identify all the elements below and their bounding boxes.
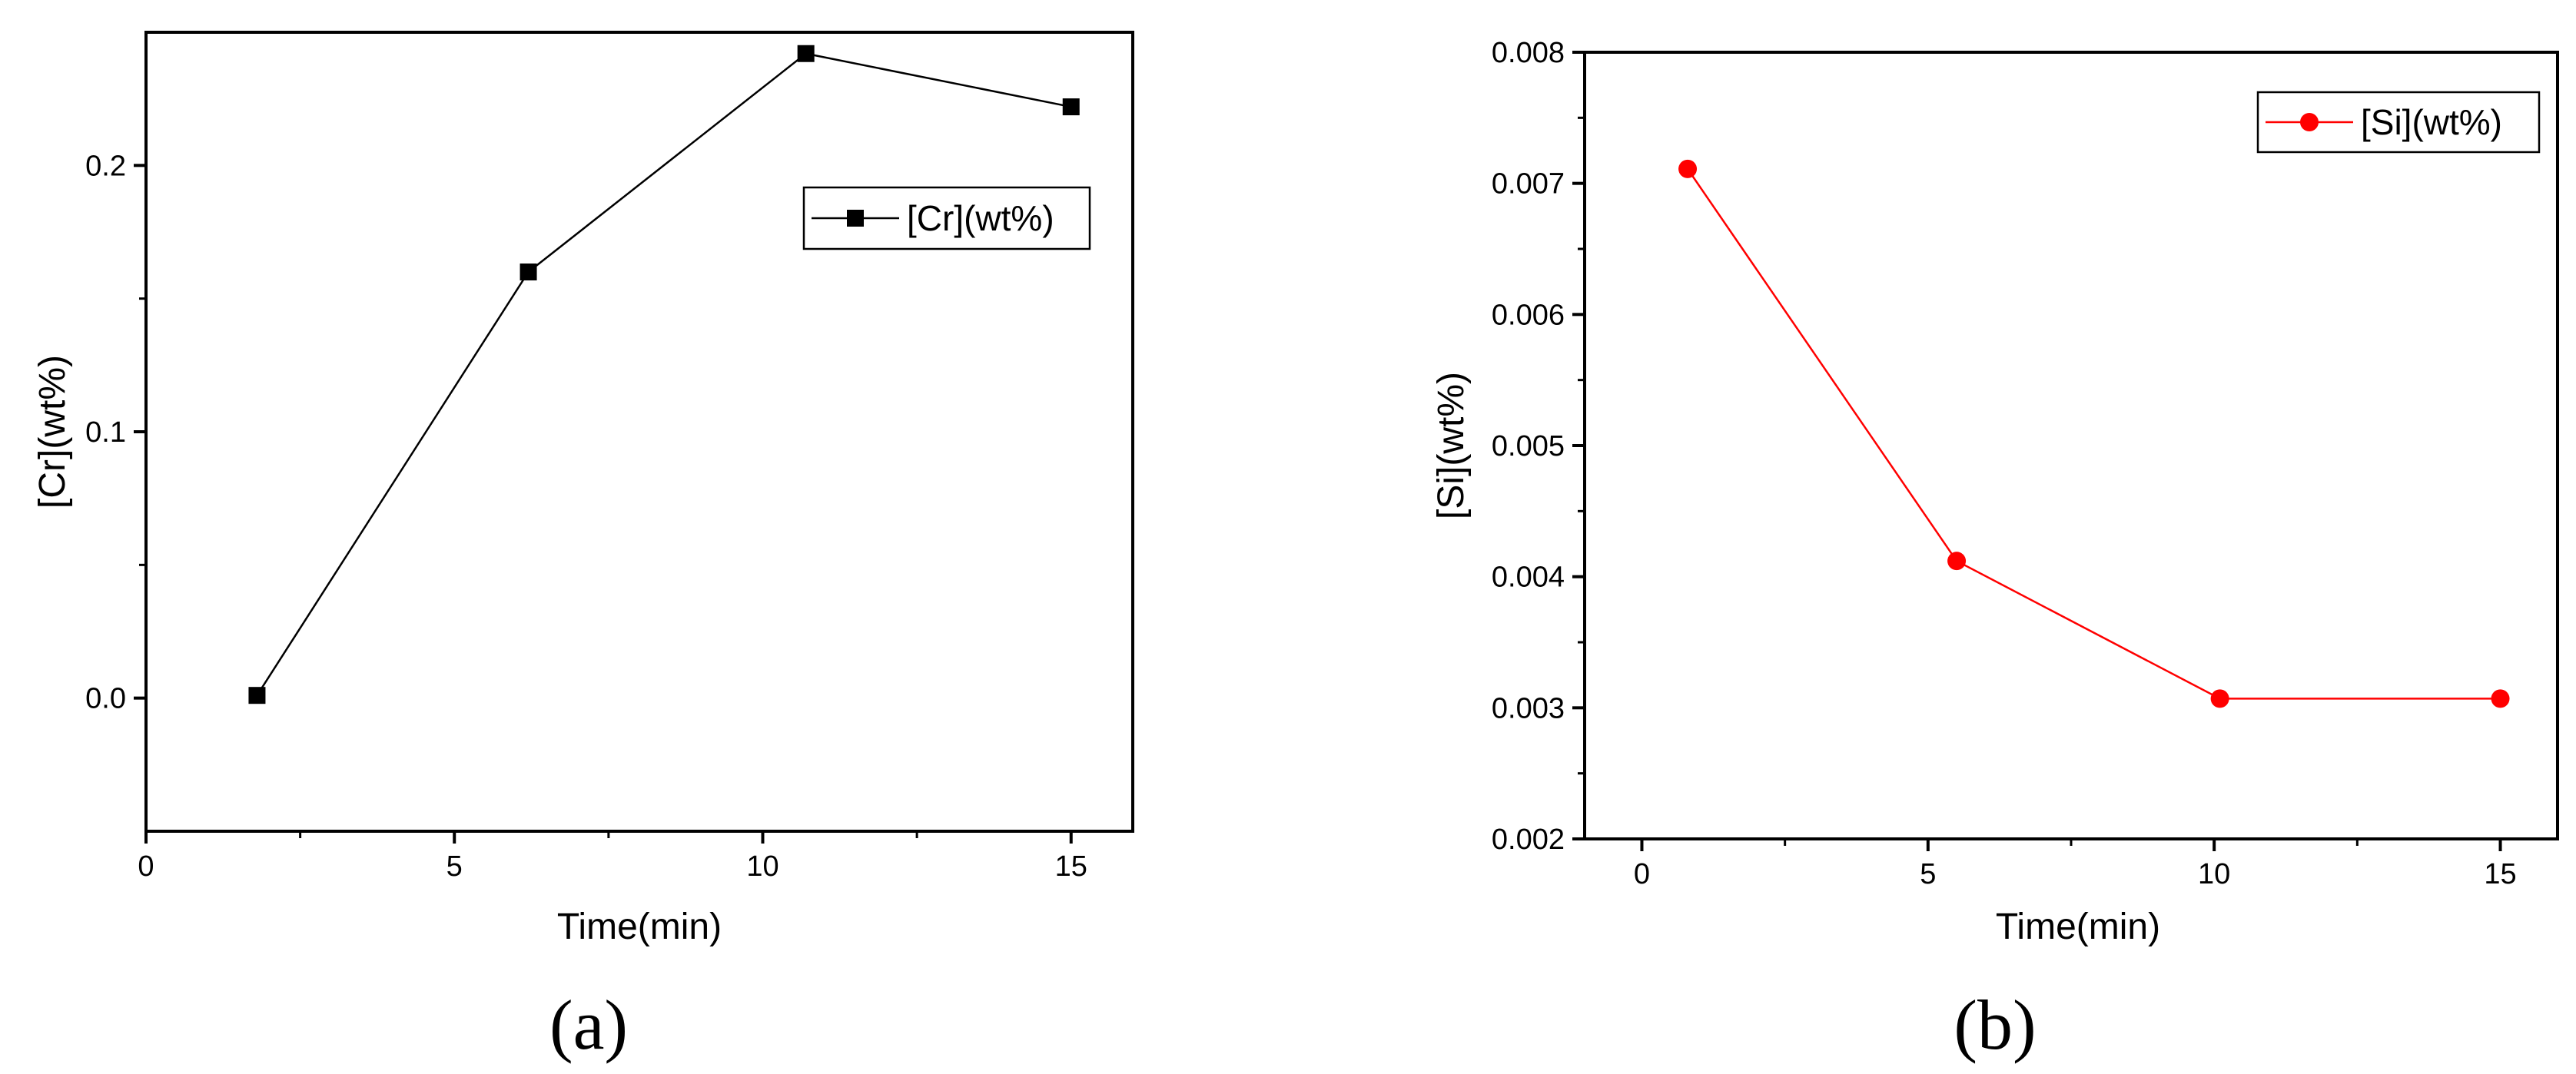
- data-point-b-2: [2210, 689, 2229, 708]
- series-line-b-0: [1687, 168, 2501, 700]
- data-point-b-0: [1678, 159, 1698, 178]
- y-axis-title-b: [Si](wt%): [1431, 372, 1472, 519]
- tick-labels-b: 0 5 10 15 0.002 0.003 0.004 0.005 0.006 0.007 0.00…: [1492, 37, 2517, 890]
- series-si: [1678, 159, 2510, 708]
- x-tick-label-a-1: 5: [446, 850, 463, 883]
- y-tick-label-b-5: 0.007: [1492, 168, 1565, 201]
- panel-label-a: (a): [549, 986, 628, 1064]
- panel-label-b: (b): [1954, 986, 2036, 1064]
- y-tick-label-a-1: 0.1: [85, 416, 126, 449]
- data-point-a-0: [248, 687, 266, 704]
- y-tick-label-a-2: 0.2: [85, 150, 126, 182]
- tick-marks-b: [1572, 51, 2502, 851]
- y-tick-label-b-4: 0.006: [1492, 299, 1565, 331]
- legend-a: [Cr](wt%): [802, 186, 1091, 250]
- y-tick-label-b-0: 0.002: [1492, 824, 1565, 856]
- legend-b: [Si](wt%): [2256, 91, 2541, 154]
- series-line-a-0: [256, 52, 1071, 696]
- x-tick-label-b-0: 0: [1634, 858, 1650, 890]
- x-tick-label-a-3: 15: [1055, 850, 1087, 883]
- chart-panel-b: 0 5 10 15 0.002 0.003 0.004 0.005 0.006 0.007 0.00…: [1431, 37, 2559, 1064]
- y-tick-label-b-6: 0.008: [1492, 37, 1565, 69]
- chart-panel-a: 0 5 10 15 0.0 0.1 0.2 [Cr](wt%) Time(min) [Cr]…: [32, 31, 1134, 1064]
- x-tick-label-a-0: 0: [138, 850, 154, 883]
- data-point-a-2: [797, 45, 815, 62]
- data-point-b-1: [1947, 552, 1967, 571]
- legend-label-a: [Cr](wt%): [907, 198, 1054, 238]
- x-tick-label-b-2: 10: [2198, 858, 2230, 890]
- x-tick-label-b-3: 15: [2484, 858, 2516, 890]
- legend-marker-b: [2300, 113, 2319, 131]
- data-point-a-3: [1062, 98, 1080, 116]
- y-tick-label-b-2: 0.004: [1492, 562, 1565, 594]
- legend-label-b: [Si](wt%): [2361, 102, 2502, 142]
- data-point-a-1: [520, 264, 537, 280]
- tick-labels-a: 0 5 10 15 0.0 0.1 0.2: [85, 150, 1087, 883]
- y-tick-label-b-1: 0.003: [1492, 692, 1565, 724]
- y-tick-label-a-0: 0.0: [85, 683, 126, 715]
- series-cr: [248, 45, 1080, 704]
- y-axis-title-a: [Cr](wt%): [32, 355, 73, 509]
- tick-marks-a: [134, 164, 1073, 844]
- x-axis-title-b: Time(min): [1996, 907, 2160, 947]
- x-tick-label-a-2: 10: [746, 850, 778, 883]
- y-tick-label-b-3: 0.005: [1492, 430, 1565, 462]
- x-axis-title-a: Time(min): [557, 907, 722, 947]
- legend-marker-a: [847, 210, 864, 227]
- data-point-b-3: [2491, 689, 2510, 708]
- x-tick-label-b-1: 5: [1920, 858, 1936, 890]
